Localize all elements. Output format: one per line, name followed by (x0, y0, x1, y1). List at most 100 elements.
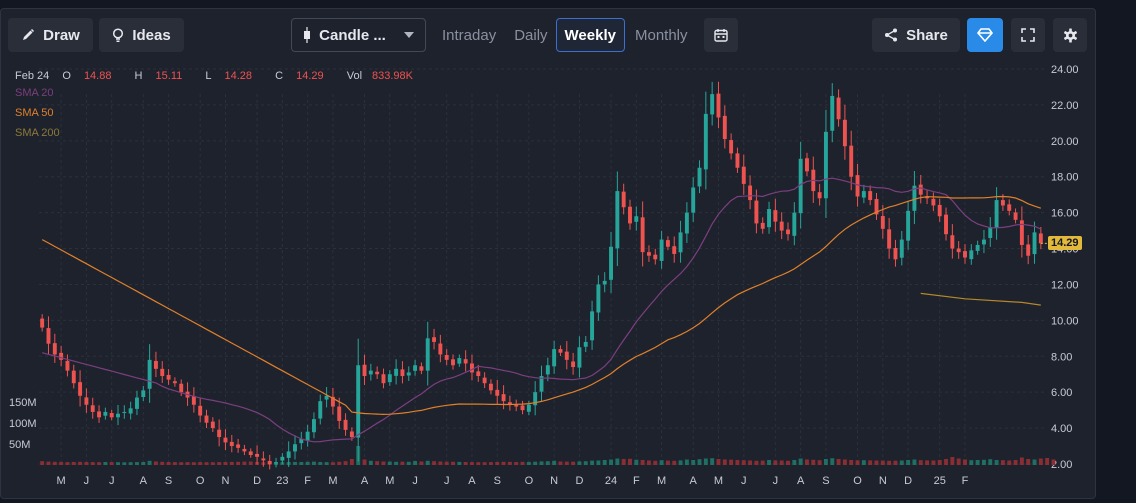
candle[interactable] (381, 374, 386, 384)
candle[interactable] (590, 311, 595, 341)
candle[interactable] (438, 343, 443, 355)
candle[interactable] (887, 229, 892, 249)
candle[interactable] (451, 359, 455, 366)
candle[interactable] (855, 175, 860, 197)
candle[interactable] (634, 216, 639, 222)
candle[interactable] (918, 184, 923, 195)
candle[interactable] (362, 364, 367, 377)
chart-type-select[interactable]: Candle ... (291, 18, 426, 52)
candle[interactable] (204, 415, 209, 423)
candle[interactable] (482, 377, 487, 384)
candle[interactable] (539, 376, 544, 392)
candle[interactable] (842, 119, 847, 147)
candle[interactable] (571, 361, 576, 368)
candle[interactable] (703, 113, 708, 170)
candle[interactable] (956, 248, 961, 253)
candle[interactable] (52, 343, 57, 355)
candle[interactable] (545, 365, 550, 375)
candle[interactable] (261, 458, 266, 461)
candle[interactable] (798, 158, 803, 214)
candle[interactable] (697, 167, 702, 187)
candle[interactable] (318, 401, 323, 419)
candle[interactable] (602, 280, 607, 285)
candle[interactable] (337, 406, 342, 421)
candlestick-chart[interactable]: 24.0022.0020.0018.0016.0014.0012.0010.00… (1, 9, 1096, 499)
candle[interactable] (217, 429, 222, 438)
candle[interactable] (343, 419, 348, 430)
candle[interactable] (179, 383, 184, 393)
candle[interactable] (849, 145, 854, 177)
candle[interactable] (691, 187, 696, 213)
candle[interactable] (906, 210, 911, 241)
timeframe-intraday[interactable]: Intraday (442, 26, 497, 44)
candle[interactable] (406, 372, 411, 376)
candle[interactable] (65, 360, 70, 371)
sma20-legend[interactable]: SMA 20 (15, 87, 54, 99)
candle[interactable] (893, 248, 898, 260)
candle[interactable] (880, 216, 885, 229)
candle[interactable] (236, 444, 241, 448)
candle[interactable] (1013, 212, 1018, 220)
candle[interactable] (577, 347, 582, 368)
candle[interactable] (836, 97, 841, 120)
candle[interactable] (349, 431, 354, 438)
candle[interactable] (128, 408, 133, 414)
candle[interactable] (716, 93, 721, 118)
candle[interactable] (805, 158, 809, 172)
premium-button[interactable] (967, 18, 1003, 52)
candle[interactable] (754, 200, 759, 224)
candle[interactable] (748, 185, 753, 201)
candle[interactable] (229, 441, 234, 447)
candle[interactable] (678, 232, 683, 253)
candle[interactable] (640, 217, 645, 253)
candle[interactable] (944, 214, 948, 235)
candle[interactable] (817, 192, 822, 199)
candle[interactable] (975, 244, 980, 251)
candle[interactable] (330, 396, 335, 407)
candle[interactable] (400, 369, 405, 377)
candle[interactable] (615, 191, 620, 249)
candle[interactable] (375, 371, 380, 375)
candle[interactable] (994, 200, 999, 229)
candle[interactable] (1019, 220, 1024, 245)
candle[interactable] (356, 365, 361, 438)
draw-button[interactable]: Draw (8, 18, 93, 52)
candle[interactable] (255, 453, 260, 457)
candle[interactable] (665, 240, 670, 247)
candle[interactable] (280, 456, 285, 461)
candle[interactable] (533, 392, 538, 406)
candle[interactable] (109, 413, 114, 418)
candle[interactable] (823, 131, 828, 199)
fullscreen-button[interactable] (1011, 18, 1045, 52)
candle[interactable] (166, 374, 171, 380)
candle[interactable] (172, 381, 177, 384)
candle[interactable] (874, 198, 879, 215)
candle[interactable] (1026, 244, 1031, 256)
candle[interactable] (324, 395, 329, 400)
candle[interactable] (596, 284, 601, 313)
ideas-button[interactable]: Ideas (99, 18, 184, 52)
candle[interactable] (950, 235, 955, 249)
candle[interactable] (470, 363, 474, 373)
candle[interactable] (476, 371, 481, 377)
candle[interactable] (463, 359, 468, 364)
candle[interactable] (937, 204, 942, 217)
candle[interactable] (267, 460, 272, 464)
candle[interactable] (912, 185, 917, 211)
candle[interactable] (558, 349, 563, 353)
candle[interactable] (242, 448, 247, 452)
candle[interactable] (969, 250, 974, 260)
candle[interactable] (710, 94, 715, 115)
candle[interactable] (931, 198, 936, 206)
candle[interactable] (387, 374, 392, 383)
candle[interactable] (722, 115, 727, 140)
candle[interactable] (141, 390, 146, 398)
candle[interactable] (1038, 233, 1043, 244)
candle[interactable] (444, 355, 449, 360)
candle[interactable] (198, 405, 203, 416)
candle[interactable] (59, 352, 64, 360)
candle[interactable] (988, 227, 993, 238)
candle[interactable] (40, 318, 45, 328)
candle[interactable] (792, 212, 797, 236)
sma50-legend[interactable]: SMA 50 (15, 107, 54, 119)
